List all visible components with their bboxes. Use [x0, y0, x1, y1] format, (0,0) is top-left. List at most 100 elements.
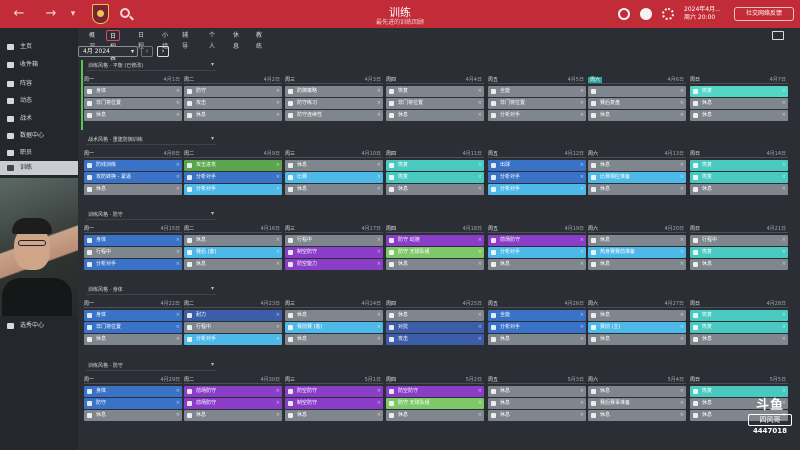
remove-session-icon[interactable]: × — [477, 312, 482, 318]
remove-session-icon[interactable]: × — [477, 174, 482, 180]
session-slot[interactable]: 防守练习 × — [285, 98, 383, 109]
session-slot[interactable]: 恢复 × — [690, 247, 788, 258]
session-slot[interactable]: 休息 × — [84, 110, 182, 121]
remove-session-icon[interactable]: × — [781, 336, 786, 342]
screen-mode-icon[interactable] — [772, 31, 784, 40]
remove-session-icon[interactable]: × — [781, 100, 786, 106]
remove-session-icon[interactable]: × — [275, 174, 280, 180]
remove-session-icon[interactable]: × — [679, 186, 684, 192]
session-slot[interactable]: 防空防守 × — [285, 386, 383, 397]
remove-session-icon[interactable]: × — [781, 412, 786, 418]
remove-session-icon[interactable]: × — [477, 249, 482, 255]
remove-session-icon[interactable]: × — [175, 261, 180, 267]
session-slot[interactable]: 休息 × — [285, 184, 383, 195]
session-slot[interactable]: 休息 × — [386, 259, 484, 270]
remove-session-icon[interactable]: × — [376, 400, 381, 406]
session-slot[interactable]: 行程中 × — [184, 322, 282, 333]
remove-session-icon[interactable]: × — [477, 100, 482, 106]
session-slot[interactable]: 恢复 × — [690, 86, 788, 97]
remove-session-icon[interactable]: × — [477, 412, 482, 418]
session-slot[interactable]: 休息 × — [386, 410, 484, 421]
tab[interactable]: 个人 — [209, 32, 216, 50]
sidebar-item[interactable]: 训练 — [0, 161, 78, 175]
month-select[interactable]: 4月 2024 ▾ — [78, 46, 138, 57]
session-slot[interactable]: 休息 × — [488, 398, 586, 409]
remove-session-icon[interactable]: × — [781, 400, 786, 406]
session-slot[interactable]: 休息 × — [588, 334, 686, 345]
session-slot[interactable]: 行程中 × — [285, 235, 383, 246]
back-arrow-icon[interactable]: ← — [13, 6, 25, 21]
remove-session-icon[interactable]: × — [679, 324, 684, 330]
remove-session-icon[interactable]: × — [781, 174, 786, 180]
remove-session-icon[interactable]: × — [175, 174, 180, 180]
remove-session-icon[interactable]: × — [275, 88, 280, 94]
remove-session-icon[interactable]: × — [175, 400, 180, 406]
session-slot[interactable]: 前场防守 × — [184, 386, 282, 397]
remove-session-icon[interactable]: × — [781, 237, 786, 243]
session-slot[interactable]: 休息 × — [488, 259, 586, 270]
remove-session-icon[interactable]: × — [275, 324, 280, 330]
session-slot[interactable]: 休息 × — [588, 110, 686, 121]
session-slot[interactable]: 分析对手 × — [488, 172, 586, 183]
session-slot[interactable]: 身体 × — [84, 86, 182, 97]
session-slot[interactable]: 非门将位置 × — [84, 322, 182, 333]
session-slot[interactable]: 赛前赛 (客) × — [285, 322, 383, 333]
remove-session-icon[interactable]: × — [376, 100, 381, 106]
tab[interactable]: 教练 — [256, 32, 263, 50]
remove-session-icon[interactable]: × — [679, 388, 684, 394]
session-slot[interactable]: 全能 × — [488, 86, 586, 97]
session-slot[interactable]: 赛后赛事准备 × — [588, 398, 686, 409]
session-slot[interactable]: 非门将位置 × — [488, 98, 586, 109]
session-slot[interactable]: 行程中 × — [84, 247, 182, 258]
remove-session-icon[interactable]: × — [579, 412, 584, 418]
session-slot[interactable]: 休息 × — [84, 410, 182, 421]
remove-session-icon[interactable]: × — [175, 112, 180, 118]
session-slot[interactable]: 分析对手 × — [488, 184, 586, 195]
tab[interactable]: 小组 — [162, 32, 169, 50]
remove-session-icon[interactable]: × — [781, 88, 786, 94]
session-slot[interactable]: 全能 × — [488, 310, 586, 321]
session-slot[interactable]: 比赛 × — [285, 172, 383, 183]
social-feedback-button[interactable]: 社交网络反馈 — [734, 7, 794, 21]
settings-gear-icon[interactable] — [662, 8, 674, 20]
remove-session-icon[interactable]: × — [275, 400, 280, 406]
session-slot[interactable]: 身体 × — [84, 235, 182, 246]
forward-arrow-icon[interactable]: → — [45, 6, 57, 21]
sidebar-item[interactable]: 收件箱 — [0, 58, 78, 72]
remove-session-icon[interactable]: × — [781, 112, 786, 118]
session-slot[interactable]: 比赛相应准备 × — [588, 172, 686, 183]
session-slot[interactable]: 恢复 × — [690, 310, 788, 321]
remove-session-icon[interactable]: × — [175, 88, 180, 94]
session-slot[interactable]: 休息 × — [184, 235, 282, 246]
remove-session-icon[interactable]: × — [579, 261, 584, 267]
remove-session-icon[interactable]: × — [175, 324, 180, 330]
tab[interactable]: 休息 — [233, 32, 240, 50]
remove-session-icon[interactable]: × — [679, 112, 684, 118]
remove-session-icon[interactable]: × — [175, 388, 180, 394]
remove-session-icon[interactable]: × — [275, 412, 280, 418]
session-slot[interactable]: 攻防转换 - 紧逼 × — [84, 172, 182, 183]
session-slot[interactable]: 休息 × — [690, 259, 788, 270]
session-slot[interactable]: 防空防守 × — [386, 386, 484, 397]
menu-chevron-icon[interactable]: ▾ — [70, 9, 76, 19]
session-slot[interactable]: 防线训练 × — [84, 160, 182, 171]
remove-session-icon[interactable]: × — [781, 186, 786, 192]
remove-session-icon[interactable]: × — [275, 100, 280, 106]
session-slot[interactable]: 防御策略 × — [285, 86, 383, 97]
tab[interactable]: 辅导 — [182, 32, 189, 50]
session-slot[interactable]: 前场防守 × — [488, 235, 586, 246]
remove-session-icon[interactable]: × — [376, 112, 381, 118]
remove-session-icon[interactable]: × — [477, 237, 482, 243]
remove-session-icon[interactable]: × — [175, 249, 180, 255]
session-slot[interactable]: 耐力 × — [184, 310, 282, 321]
sidebar-item[interactable]: 动态 — [0, 94, 78, 108]
remove-session-icon[interactable]: × — [477, 400, 482, 406]
remove-session-icon[interactable]: × — [175, 312, 180, 318]
remove-session-icon[interactable]: × — [376, 312, 381, 318]
remove-session-icon[interactable]: × — [275, 336, 280, 342]
session-slot[interactable]: 休息 × — [690, 110, 788, 121]
remove-session-icon[interactable]: × — [376, 186, 381, 192]
session-slot[interactable]: 休息 × — [588, 310, 686, 321]
week-style-select[interactable]: 训练风格 · 平衡 (已修改) ▾ — [86, 61, 216, 71]
session-slot[interactable]: 前场防守 × — [184, 398, 282, 409]
